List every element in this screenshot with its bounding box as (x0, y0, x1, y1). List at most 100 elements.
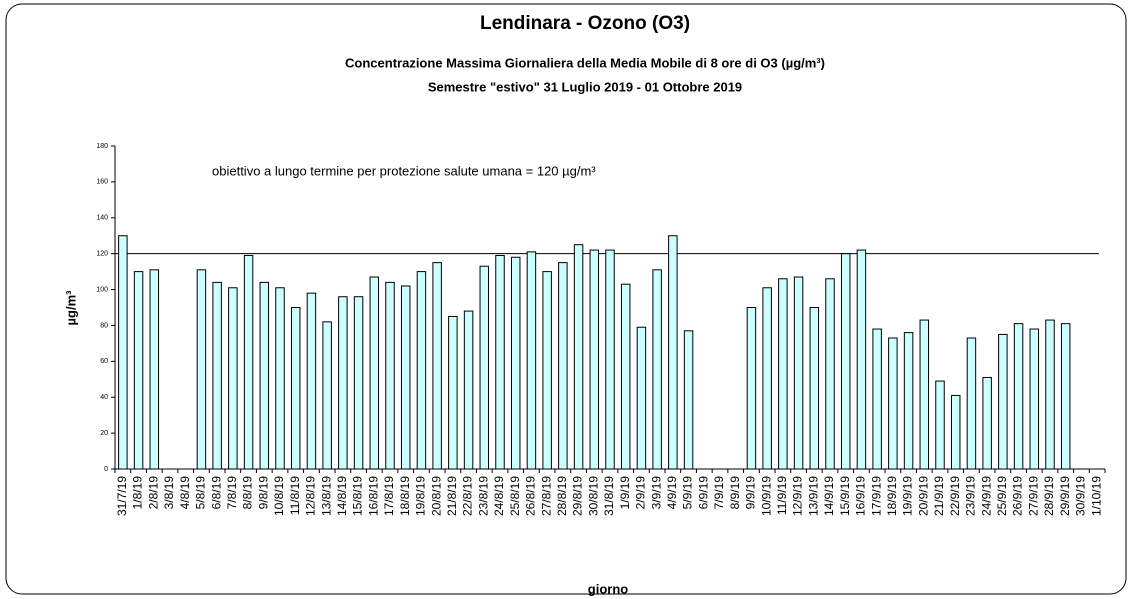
y-tick-label: 0 (104, 466, 108, 473)
y-axis-label: µg/m³ (63, 290, 78, 326)
x-tick-label: 2/9/19 (634, 476, 648, 510)
y-tick-label: 80 (100, 322, 108, 329)
bar (935, 380, 945, 470)
bar (919, 319, 930, 470)
x-tick-label: 26/8/19 (524, 476, 538, 516)
x-tick-label: 16/8/19 (366, 476, 380, 516)
x-tick-label: 28/9/19 (1042, 476, 1056, 516)
bar (1045, 319, 1055, 470)
x-tick-label: 4/8/19 (178, 476, 192, 510)
y-tick-label: 120 (96, 251, 108, 258)
bar (872, 328, 882, 470)
x-tick-label: 19/9/19 (901, 476, 915, 516)
bar (228, 287, 238, 470)
x-tick-label: 21/8/19 (445, 476, 459, 516)
bar (306, 292, 317, 470)
x-tick-label: 18/9/19 (885, 476, 899, 516)
bar (950, 394, 961, 470)
bar (118, 235, 128, 470)
chart-title: Lendinara - Ozono (O3) (480, 13, 690, 34)
y-tick-label: 20 (100, 430, 108, 437)
x-tick-label: 29/8/19 (571, 476, 585, 516)
bar (982, 376, 992, 470)
bar (275, 287, 285, 470)
x-tick-label: 20/8/19 (429, 476, 443, 516)
x-tick-label: 8/8/19 (241, 476, 255, 510)
x-tick-label: 1/9/19 (618, 476, 632, 510)
x-tick-label: 6/9/19 (696, 476, 710, 510)
x-tick-label: 23/9/19 (964, 476, 978, 516)
bar (589, 249, 600, 470)
x-tick-label: 22/8/19 (461, 476, 475, 516)
x-tick-label: 11/9/19 (775, 476, 789, 515)
x-tick-label: 17/9/19 (869, 476, 883, 516)
x-tick-label: 23/8/19 (476, 476, 490, 516)
bar (888, 337, 898, 470)
bar (448, 315, 458, 470)
bar (998, 333, 1008, 470)
x-tick-label: 31/8/19 (602, 476, 616, 516)
bar (542, 271, 552, 470)
x-tick-label: 9/8/19 (256, 476, 270, 510)
bar (1029, 328, 1040, 470)
x-tick-label: 12/8/19 (304, 476, 318, 516)
bar (432, 262, 442, 470)
bar (668, 235, 678, 470)
bar (212, 281, 222, 470)
bar (243, 254, 254, 470)
bar (856, 249, 867, 470)
y-tick-label: 140 (96, 215, 108, 222)
x-tick-label: 25/9/19 (995, 476, 1009, 516)
x-tick-label: 25/8/19 (508, 476, 522, 516)
bar (133, 271, 144, 470)
bar (479, 265, 490, 470)
y-tick-label: 60 (100, 358, 108, 365)
bar (416, 271, 427, 470)
bar (149, 269, 160, 470)
bar (793, 276, 804, 470)
x-tick-label: 1/8/19 (131, 476, 145, 510)
x-tick-label: 3/8/19 (162, 476, 176, 510)
x-tick-label: 4/9/19 (665, 476, 679, 510)
bar (652, 269, 662, 470)
y-tick-label: 160 (96, 179, 108, 186)
bar (400, 285, 411, 470)
chart-subtitle: Concentrazione Massima Giornaliera della… (345, 55, 825, 70)
x-tick-label: 10/8/19 (272, 476, 286, 516)
bar (495, 254, 505, 470)
x-tick-label: 11/8/19 (288, 476, 302, 515)
bar (840, 253, 851, 470)
bar (809, 307, 820, 470)
x-tick-label: 22/9/19 (948, 476, 962, 516)
bar (620, 283, 631, 470)
x-tick-label: 27/9/19 (1026, 476, 1040, 516)
bar (573, 244, 584, 470)
bar (1060, 323, 1071, 470)
bar (746, 307, 757, 470)
bar (338, 296, 348, 470)
x-tick-label: 30/9/19 (1074, 476, 1088, 516)
bar (290, 307, 301, 470)
bar (636, 326, 647, 470)
y-tick-label: 100 (96, 286, 108, 293)
x-tick-label: 10/9/19 (759, 476, 773, 516)
x-tick-label: 13/8/19 (319, 476, 333, 516)
bar (762, 287, 772, 470)
annotation: obiettivo a lungo termine per protezione… (212, 163, 596, 178)
x-axis-label: giorno (588, 581, 628, 596)
x-tick-label: 30/8/19 (586, 476, 600, 516)
bar (825, 278, 835, 470)
x-tick-label: 7/9/19 (712, 476, 726, 510)
x-tick-label: 14/9/19 (822, 476, 836, 516)
bar (558, 262, 568, 470)
x-tick-label: 1/10/19 (1089, 476, 1103, 516)
bar (903, 332, 914, 470)
x-tick-label: 12/9/19 (791, 476, 805, 516)
x-tick-label: 3/9/19 (649, 476, 663, 510)
x-tick-label: 9/9/19 (744, 476, 758, 510)
bar (353, 296, 364, 470)
x-tick-label: 27/8/19 (539, 476, 553, 516)
x-tick-label: 24/8/19 (492, 476, 506, 516)
x-tick-label: 26/9/19 (1011, 476, 1025, 516)
